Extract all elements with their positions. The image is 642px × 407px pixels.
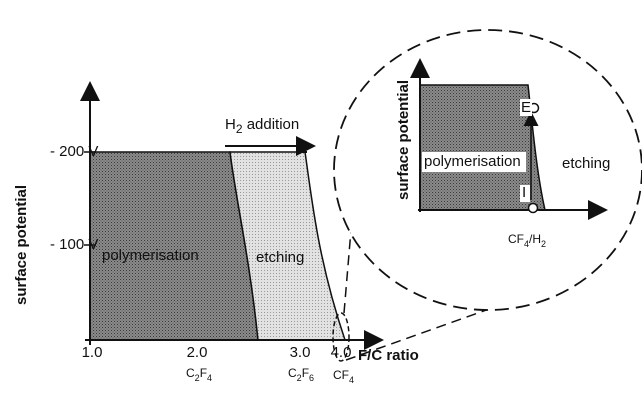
formula-part: CF	[508, 232, 524, 246]
formula-part: C	[288, 366, 297, 380]
zoom-line	[345, 307, 493, 361]
region-label: etching	[256, 249, 304, 266]
label-part: 2	[236, 122, 243, 136]
point-i	[527, 202, 539, 214]
label-bg	[520, 99, 532, 116]
formula-part: 2	[195, 373, 200, 383]
formula: C2F4	[186, 366, 212, 383]
region-label: polymerisation	[424, 153, 521, 170]
formula-part: 4	[207, 373, 212, 383]
y-axis-label: surface potential	[13, 185, 30, 305]
formula: CF4	[333, 368, 354, 385]
inset-y-axis-label: surface potential	[395, 80, 412, 200]
formula: C2F6	[288, 366, 314, 383]
formula-part: /H	[529, 232, 541, 246]
label-bg	[422, 152, 526, 172]
region-label: polymerisation	[102, 247, 199, 264]
formula-part: 4	[524, 239, 529, 249]
formula-part: F	[200, 366, 207, 380]
x-axis-label: F/C ratio	[358, 347, 419, 364]
formula-part: F	[302, 366, 309, 380]
formula-part: 2	[541, 239, 546, 249]
label-part: H	[225, 116, 236, 133]
label-bg	[520, 185, 530, 202]
y-label: - 200 V	[50, 143, 98, 160]
formula-part: 2	[297, 373, 302, 383]
zoom-small	[332, 312, 350, 362]
point-label: E	[521, 99, 531, 116]
x-label: 1.0	[82, 344, 103, 361]
y-label: - 100 V	[50, 236, 98, 253]
x-label: 3.0	[290, 344, 311, 361]
formula-part: CF	[333, 368, 349, 382]
formula-part: 4	[349, 375, 354, 385]
formula-part: 6	[309, 373, 314, 383]
formula-part: C	[186, 366, 195, 380]
inset-x-label: CF4/H2	[508, 232, 546, 249]
point-label: I	[522, 184, 526, 201]
x-label: 2.0	[187, 344, 208, 361]
region-label: etching	[562, 155, 610, 172]
label-part: addition	[243, 116, 300, 133]
arrow-label: H2 addition	[225, 116, 299, 136]
